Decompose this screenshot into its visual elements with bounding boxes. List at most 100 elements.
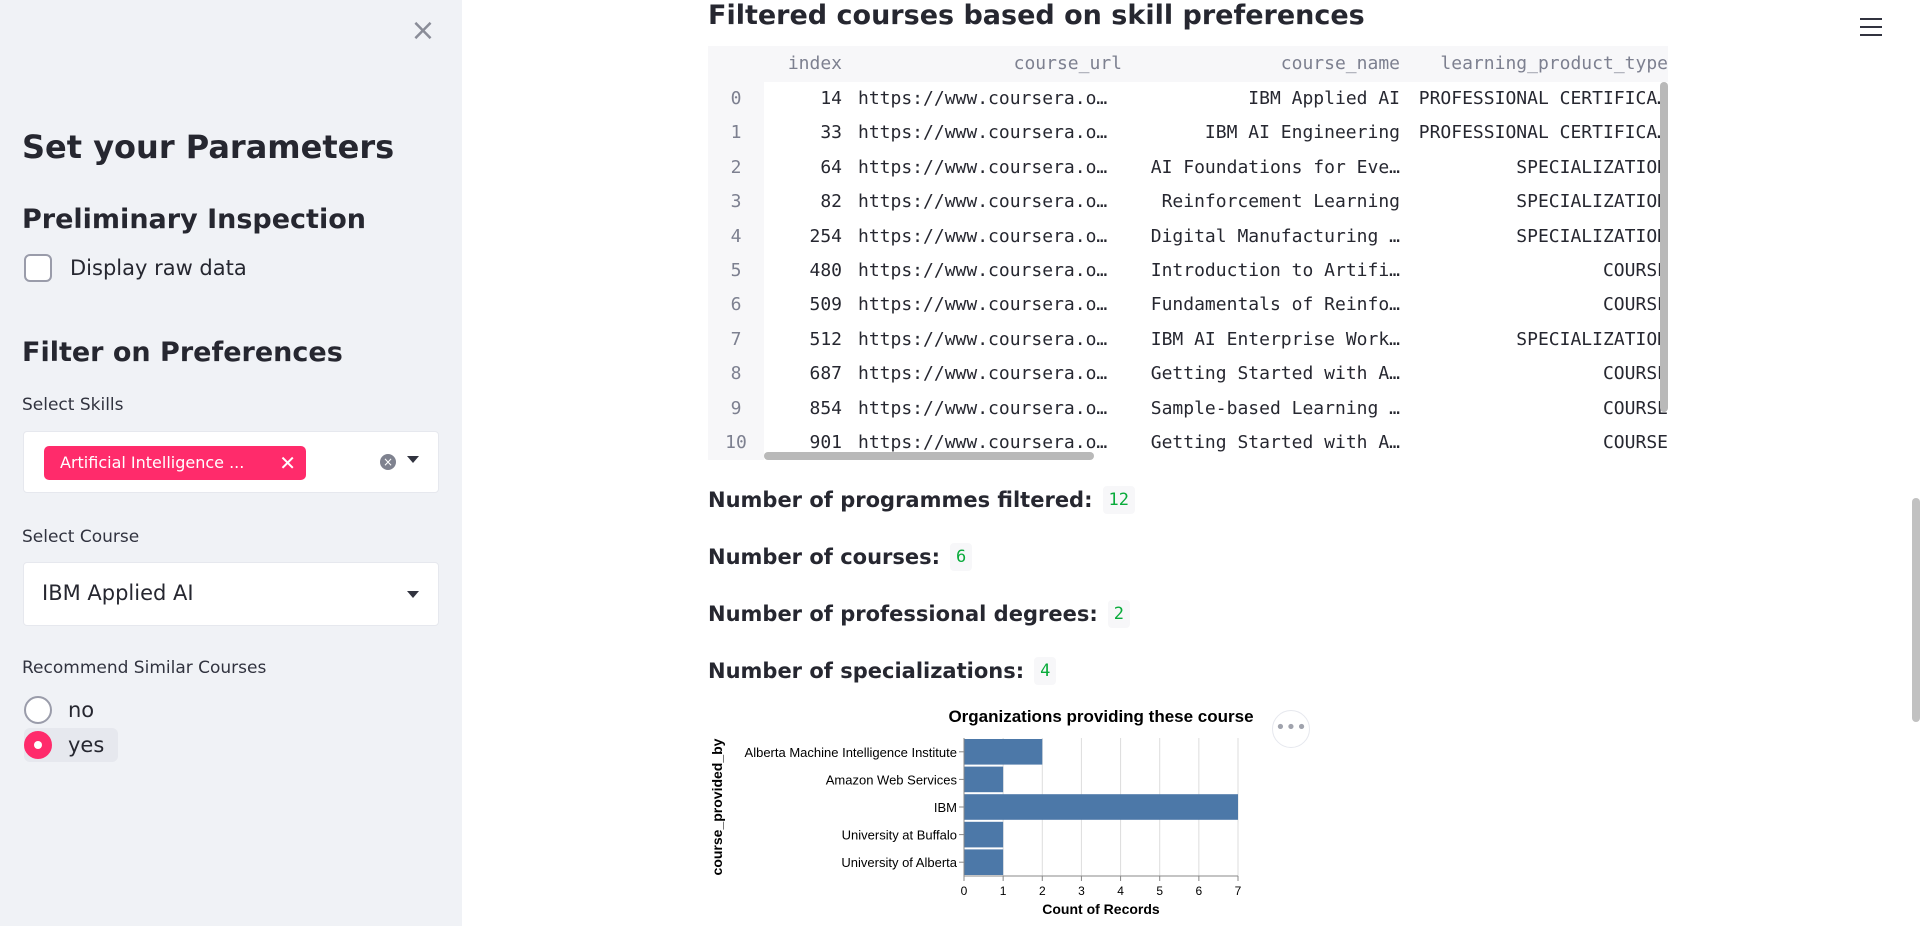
cell-index[interactable]: 512 <box>809 328 842 350</box>
table-row[interactable]: 4 254 https://www.coursera.o… Digital Manuf… <box>708 219 1668 254</box>
chart-actions-menu-icon[interactable]: ••• <box>1272 710 1310 748</box>
chevron-down-icon[interactable] <box>407 591 419 598</box>
cell-index[interactable]: 33 <box>820 122 842 144</box>
table-horizontal-scrollbar[interactable] <box>764 452 1094 460</box>
metric-professional-degrees: Number of professional degrees: 2 <box>708 600 1130 628</box>
row-index: 1 <box>730 122 742 144</box>
close-sidebar-icon[interactable]: × <box>410 13 436 48</box>
hamburger-menu-icon[interactable] <box>1860 18 1882 38</box>
table-body: 0 14 https://www.coursera.o… IBM Applied AI… <box>708 82 1668 460</box>
cell-course-name[interactable]: IBM AI Enterprise Work… <box>1150 328 1400 350</box>
cell-course-url[interactable]: https://www.coursera.o… <box>858 294 1108 316</box>
cell-learning-product-type[interactable]: COURSE <box>1602 397 1668 419</box>
x-tick-label: 3 <box>1078 884 1085 898</box>
row-index: 2 <box>730 156 742 178</box>
cell-course-url[interactable]: https://www.coursera.o… <box>858 328 1108 350</box>
radio-button-no[interactable] <box>24 696 52 724</box>
checkbox-box[interactable] <box>24 254 52 282</box>
row-index: 5 <box>730 259 742 281</box>
chevron-down-icon[interactable] <box>407 456 419 463</box>
cell-index[interactable]: 687 <box>809 363 842 385</box>
cell-learning-product-type[interactable]: SPECIALIZATION <box>1516 328 1668 350</box>
select-skills-label: Select Skills <box>22 395 124 415</box>
table-row[interactable]: 5 480 https://www.coursera.o… Introduction … <box>708 253 1668 289</box>
cell-course-name[interactable]: Introduction to Artifi… <box>1150 259 1400 281</box>
cell-course-name[interactable]: Getting Started with A… <box>1150 431 1400 453</box>
column-header-course-url[interactable]: course_url <box>1013 53 1122 74</box>
main-scrollbar[interactable] <box>1912 498 1920 722</box>
select-skills-multiselect[interactable]: Artificial Intelligence ... ✕ × <box>23 431 439 493</box>
metric-value: 4 <box>1034 657 1057 685</box>
cell-learning-product-type[interactable]: COURSE <box>1602 259 1668 281</box>
table-row[interactable]: 9 854 https://www.coursera.o… Sample-based … <box>708 391 1668 426</box>
cell-course-url[interactable]: https://www.coursera.o… <box>858 191 1108 213</box>
cell-course-name[interactable]: IBM Applied AI <box>1248 88 1400 109</box>
table-row[interactable]: 7 512 https://www.coursera.o… IBM AI Enterp… <box>708 322 1668 358</box>
table-row[interactable]: 8 687 https://www.coursera.o… Getting Start… <box>708 357 1668 392</box>
cell-course-name[interactable]: Getting Started with A… <box>1150 363 1400 385</box>
cell-index[interactable]: 14 <box>820 88 842 109</box>
table-title: Filtered courses based on skill preferen… <box>708 0 1365 31</box>
skill-tag[interactable]: Artificial Intelligence ... ✕ <box>44 446 306 480</box>
x-tick-label: 4 <box>1117 884 1124 898</box>
table-row[interactable]: 6 509 https://www.coursera.o… Fundamentals … <box>708 288 1668 323</box>
radio-label-yes: yes <box>68 733 105 757</box>
x-tick-label: 5 <box>1156 884 1163 898</box>
cell-course-url[interactable]: https://www.coursera.o… <box>858 156 1108 178</box>
cell-index[interactable]: 254 <box>809 225 842 247</box>
row-index: 10 <box>725 431 747 453</box>
column-header-index[interactable]: index <box>787 53 842 74</box>
table-vertical-scrollbar[interactable] <box>1660 82 1668 412</box>
cell-index[interactable]: 480 <box>809 259 842 281</box>
cell-course-name[interactable]: Sample-based Learning … <box>1150 397 1400 419</box>
cell-course-url[interactable]: https://www.coursera.o… <box>858 397 1108 419</box>
cell-learning-product-type[interactable]: SPECIALIZATION <box>1516 156 1668 178</box>
cell-course-url[interactable]: https://www.coursera.o… <box>858 259 1108 281</box>
cell-index[interactable]: 901 <box>809 431 842 453</box>
cell-learning-product-type[interactable]: COURSE <box>1602 294 1668 316</box>
cell-course-name[interactable]: IBM AI Engineering <box>1204 122 1400 144</box>
table-row[interactable]: 1 33 https://www.coursera.o… IBM AI Enginee… <box>708 116 1668 151</box>
cell-course-url[interactable]: https://www.coursera.o… <box>858 122 1108 144</box>
cell-learning-product-type[interactable]: SPECIALIZATION <box>1516 191 1668 213</box>
metric-programmes-filtered: Number of programmes filtered: 12 <box>708 486 1135 514</box>
cell-index[interactable]: 854 <box>809 397 842 419</box>
cell-course-name[interactable]: AI Foundations for Eve… <box>1150 156 1400 178</box>
cell-course-url[interactable]: https://www.coursera.o… <box>858 431 1108 453</box>
row-index: 8 <box>730 363 742 385</box>
remove-tag-icon[interactable]: ✕ <box>279 451 296 475</box>
cell-course-name[interactable]: Reinforcement Learning <box>1161 191 1400 213</box>
cell-index[interactable]: 509 <box>809 294 842 316</box>
column-header-learning-product-type[interactable]: learning_product_type <box>1440 53 1668 74</box>
table-row[interactable]: 2 64 https://www.coursera.o… AI Foundations… <box>708 150 1668 186</box>
row-index: 3 <box>730 191 742 213</box>
row-index: 7 <box>730 328 742 350</box>
radio-button-yes[interactable] <box>24 731 52 759</box>
radio-option-no[interactable]: no <box>24 693 94 727</box>
cell-course-url[interactable]: https://www.coursera.o… <box>858 88 1108 109</box>
cell-course-url[interactable]: https://www.coursera.o… <box>858 363 1108 385</box>
display-raw-data-label: Display raw data <box>70 256 247 280</box>
row-index: 6 <box>730 294 742 316</box>
x-tick-label: 7 <box>1235 884 1242 898</box>
cell-learning-product-type[interactable]: PROFESSIONAL CERTIFICA… <box>1418 88 1668 109</box>
cell-course-url[interactable]: https://www.coursera.o… <box>858 225 1108 247</box>
clear-all-icon[interactable]: × <box>380 454 396 470</box>
select-course-dropdown[interactable]: IBM Applied AI <box>23 562 439 626</box>
cell-learning-product-type[interactable]: COURSE <box>1602 431 1668 453</box>
cell-course-name[interactable]: Fundamentals of Reinfo… <box>1150 294 1400 316</box>
bar <box>964 849 1004 875</box>
cell-learning-product-type[interactable]: COURSE <box>1602 363 1668 385</box>
dataframe[interactable]: index course_url course_name learning_pr… <box>708 46 1668 460</box>
radio-option-yes[interactable]: yes <box>24 728 119 762</box>
cell-index[interactable]: 64 <box>820 156 842 178</box>
table-row[interactable]: 3 82 https://www.coursera.o… Reinforcement … <box>708 185 1668 220</box>
cell-index[interactable]: 82 <box>820 191 842 213</box>
cell-course-name[interactable]: Digital Manufacturing … <box>1150 225 1400 247</box>
table-row[interactable]: 0 14 https://www.coursera.o… IBM Applied AI… <box>708 82 1668 117</box>
y-tick-label: Alberta Machine Intelligence Institute <box>745 745 957 760</box>
column-header-course-name[interactable]: course_name <box>1280 53 1400 74</box>
display-raw-data-checkbox[interactable]: Display raw data <box>24 254 247 282</box>
cell-learning-product-type[interactable]: PROFESSIONAL CERTIFICA… <box>1418 122 1668 144</box>
cell-learning-product-type[interactable]: SPECIALIZATION <box>1516 225 1668 247</box>
